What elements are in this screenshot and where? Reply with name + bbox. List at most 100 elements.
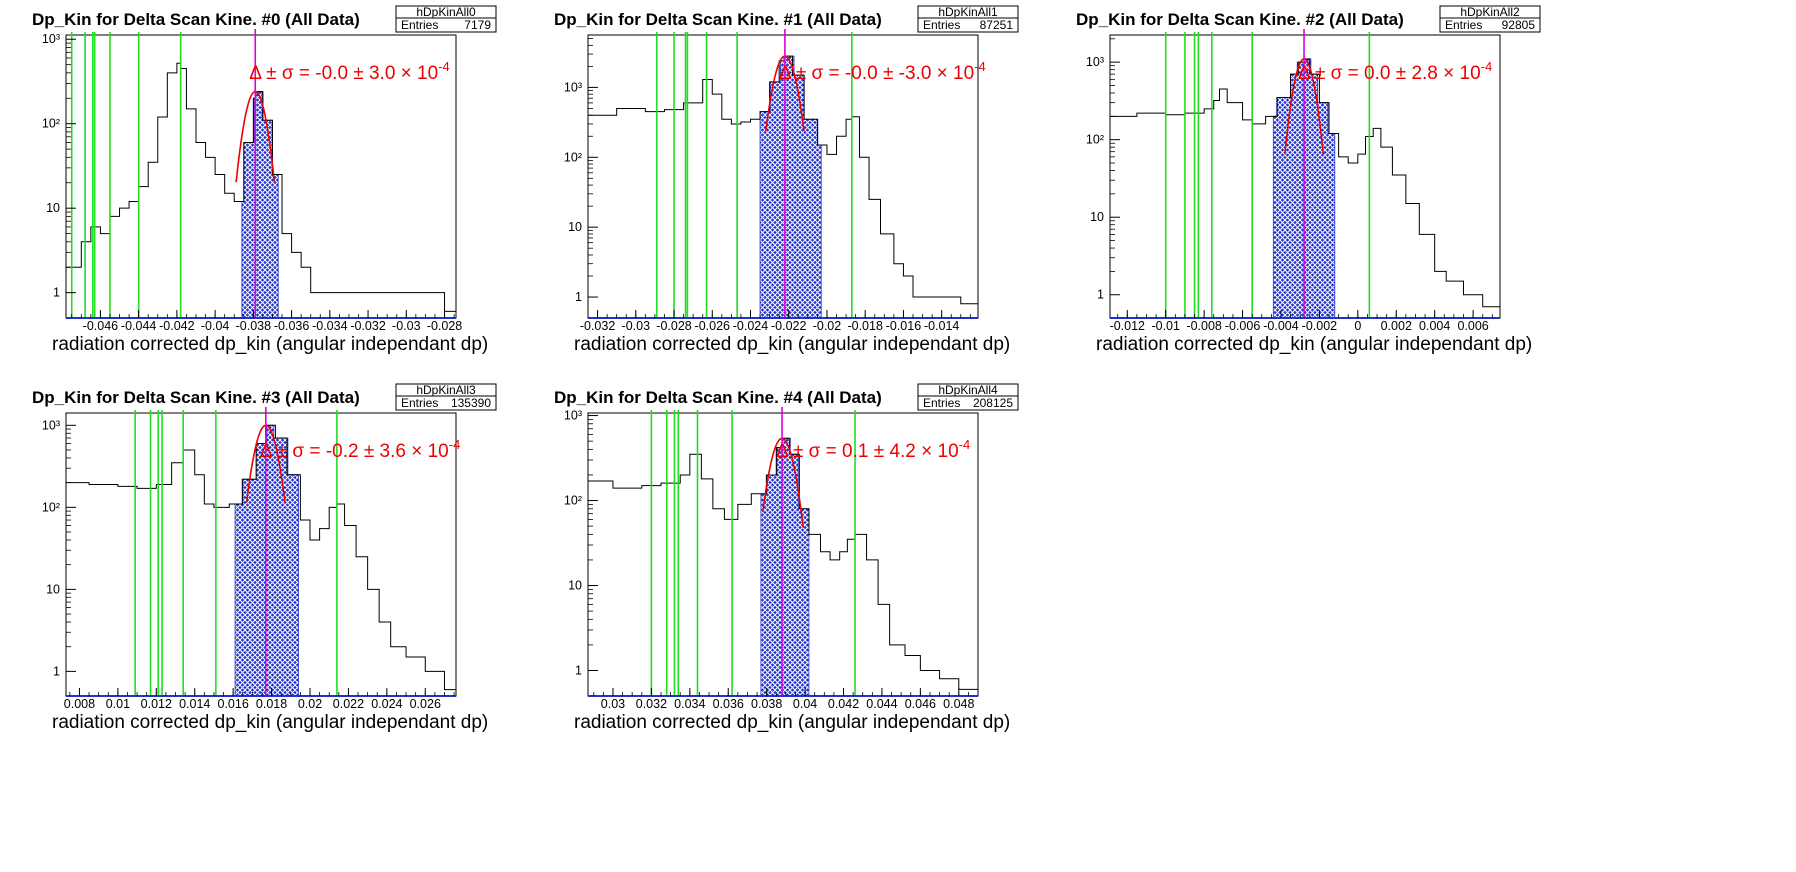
fit-annotation-lhs: Δ ± σ = bbox=[260, 441, 326, 462]
chart-panel-0: Dp_Kin for Delta Scan Kine. #0 (All Data… bbox=[32, 5, 497, 355]
x-tick-label-8: -0.03 bbox=[392, 319, 421, 333]
x-axis-label: radiation corrected dp_kin (angular inde… bbox=[52, 712, 488, 733]
x-tick-label-7: 0.022 bbox=[333, 697, 364, 711]
x-tick-label-0: -0.012 bbox=[1110, 319, 1145, 333]
y-tick-label-1: 10 bbox=[568, 579, 582, 593]
chart-title: Dp_Kin for Delta Scan Kine. #0 (All Data… bbox=[32, 10, 360, 29]
x-tick-label-8: 0.004 bbox=[1419, 319, 1450, 333]
x-tick-label-8: -0.016 bbox=[886, 319, 921, 333]
x-tick-label-2: 0.034 bbox=[674, 697, 705, 711]
stats-entries-label: Entries bbox=[1445, 18, 1482, 32]
stats-name: hDpKinAll0 bbox=[416, 5, 476, 19]
x-tick-label-9: -0.028 bbox=[427, 319, 462, 333]
x-tick-label-3: -0.04 bbox=[201, 319, 230, 333]
y-tick-label-1: 10 bbox=[568, 220, 582, 234]
chart-title: Dp_Kin for Delta Scan Kine. #1 (All Data… bbox=[554, 10, 882, 29]
x-tick-label-4: -0.038 bbox=[236, 319, 271, 333]
stats-entries-label: Entries bbox=[923, 18, 960, 32]
stats-entries-value: 135390 bbox=[451, 396, 491, 410]
fit-annotation-lhs: Δ ± σ = bbox=[776, 441, 842, 462]
chart-panel-1: Dp_Kin for Delta Scan Kine. #1 (All Data… bbox=[554, 5, 1019, 355]
histogram-line bbox=[66, 424, 456, 691]
x-tick-label-5: -0.022 bbox=[771, 319, 806, 333]
x-tick-label-6: -0.034 bbox=[312, 319, 347, 333]
stats-entries-label: Entries bbox=[923, 396, 960, 410]
y-tick-label-2: 10² bbox=[564, 150, 582, 164]
stats-box-frame bbox=[917, 383, 1019, 411]
x-tick-label-9: 0.026 bbox=[410, 697, 441, 711]
y-tick-label-3: 10³ bbox=[42, 418, 60, 432]
chart-panel-3: Dp_Kin for Delta Scan Kine. #3 (All Data… bbox=[32, 383, 497, 733]
stats-box-frame bbox=[917, 5, 1019, 33]
fit-annotation-value: 0.1 ± 4.2 × 10 bbox=[842, 441, 959, 462]
stats-entries-label: Entries bbox=[401, 18, 438, 32]
x-tick-label-0: -0.046 bbox=[83, 319, 118, 333]
y-tick-label-2: 10² bbox=[42, 117, 60, 131]
fit-annotation-lhs: Δ ± σ = bbox=[779, 63, 845, 84]
fit-annotation: Δ ± σ = -0.0 ± -3.0 × 10-4 bbox=[779, 59, 986, 84]
stats-entries-label: Entries bbox=[401, 396, 438, 410]
x-tick-label-8: 0.046 bbox=[905, 697, 936, 711]
fit-annotation-exponent: -4 bbox=[1481, 59, 1493, 74]
y-tick-label-0: 1 bbox=[53, 286, 60, 300]
fit-annotation-lhs: Δ ± σ = bbox=[249, 63, 315, 84]
x-tick-label-7: -0.032 bbox=[350, 319, 385, 333]
histogram-line bbox=[588, 55, 978, 305]
x-tick-label-2: 0.012 bbox=[141, 697, 172, 711]
x-tick-label-6: 0.042 bbox=[828, 697, 859, 711]
x-tick-label-5: 0.04 bbox=[793, 697, 817, 711]
y-tick-label-1: 10 bbox=[46, 582, 60, 596]
x-axis-label: radiation corrected dp_kin (angular inde… bbox=[574, 712, 1010, 733]
x-tick-label-5: -0.036 bbox=[274, 319, 309, 333]
fit-annotation-value: 0.0 ± 2.8 × 10 bbox=[1364, 63, 1481, 84]
y-tick-label-1: 10 bbox=[1090, 210, 1104, 224]
fit-annotation-value: -0.0 ± 3.0 × 10 bbox=[315, 63, 438, 84]
x-tick-label-1: -0.044 bbox=[121, 319, 156, 333]
x-tick-label-4: 0.038 bbox=[751, 697, 782, 711]
fit-annotation-value: -0.2 ± 3.6 × 10 bbox=[326, 441, 449, 462]
x-tick-label-6: 0.02 bbox=[298, 697, 322, 711]
gaussian-fit bbox=[762, 437, 804, 528]
x-tick-label-0: 0.03 bbox=[601, 697, 625, 711]
x-tick-label-5: -0.002 bbox=[1302, 319, 1337, 333]
stats-name: hDpKinAll2 bbox=[1460, 5, 1520, 19]
y-tick-label-3: 10³ bbox=[42, 32, 60, 46]
stats-box-frame bbox=[395, 383, 497, 411]
fit-annotation-lhs: Δ ± σ = bbox=[1298, 63, 1364, 84]
y-tick-label-0: 1 bbox=[1097, 288, 1104, 302]
y-tick-label-2: 10² bbox=[42, 500, 60, 514]
x-tick-label-6: 0 bbox=[1354, 319, 1361, 333]
fit-annotation-exponent: -4 bbox=[959, 437, 971, 452]
x-axis-label: radiation corrected dp_kin (angular inde… bbox=[574, 334, 1010, 355]
x-tick-label-7: 0.002 bbox=[1381, 319, 1412, 333]
y-tick-label-0: 1 bbox=[575, 664, 582, 678]
y-tick-label-3: 10³ bbox=[564, 80, 582, 94]
stats-entries-value: 87251 bbox=[980, 18, 1014, 32]
x-tick-label-5: 0.018 bbox=[256, 697, 287, 711]
x-tick-label-1: 0.032 bbox=[636, 697, 667, 711]
y-tick-label-1: 10 bbox=[46, 201, 60, 215]
chart-title: Dp_Kin for Delta Scan Kine. #2 (All Data… bbox=[1076, 10, 1404, 29]
x-tick-label-3: -0.026 bbox=[695, 319, 730, 333]
x-tick-label-1: -0.03 bbox=[622, 319, 651, 333]
chart-title: Dp_Kin for Delta Scan Kine. #4 (All Data… bbox=[554, 388, 882, 407]
x-tick-label-4: -0.004 bbox=[1263, 319, 1298, 333]
x-tick-label-9: 0.006 bbox=[1457, 319, 1488, 333]
fit-annotation: Δ ± σ = 0.1 ± 4.2 × 10-4 bbox=[776, 437, 970, 462]
stats-entries-value: 92805 bbox=[1502, 18, 1536, 32]
x-tick-label-6: -0.02 bbox=[813, 319, 842, 333]
x-tick-label-8: 0.024 bbox=[371, 697, 402, 711]
x-tick-label-3: 0.036 bbox=[713, 697, 744, 711]
y-tick-label-0: 1 bbox=[53, 664, 60, 678]
x-tick-label-1: -0.01 bbox=[1151, 319, 1180, 333]
y-tick-label-2: 10² bbox=[1086, 133, 1104, 147]
y-tick-label-3: 10³ bbox=[564, 409, 582, 423]
y-tick-label-3: 10³ bbox=[1086, 55, 1104, 69]
x-tick-label-4: 0.016 bbox=[218, 697, 249, 711]
x-tick-label-7: -0.018 bbox=[847, 319, 882, 333]
stats-name: hDpKinAll1 bbox=[938, 5, 998, 19]
y-tick-label-2: 10² bbox=[564, 494, 582, 508]
